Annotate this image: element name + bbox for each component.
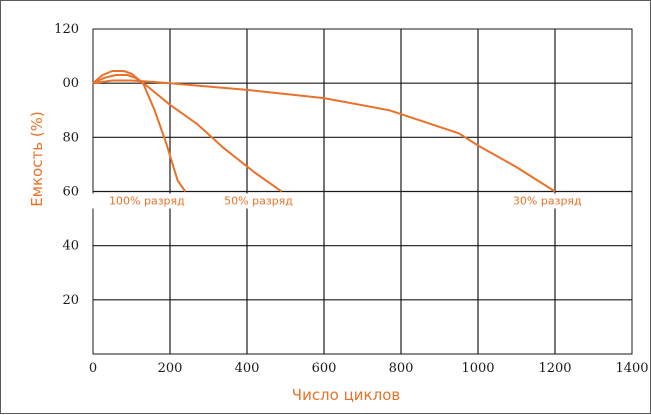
y-tick-label: 20 bbox=[62, 293, 79, 308]
x-axis-ticks: 0 200 400 600 800 1000 1200 1400 bbox=[89, 361, 649, 376]
x-tick-label: 0 bbox=[89, 361, 97, 376]
x-tick-label: 800 bbox=[389, 361, 414, 376]
y-tick-label: 60 bbox=[62, 185, 79, 200]
series-labels: 100% разряд 50% разряд 30% разряд bbox=[90, 193, 604, 209]
series-label: 100% разряд bbox=[109, 195, 185, 208]
series-lines bbox=[92, 70, 556, 193]
x-tick-label: 400 bbox=[235, 361, 260, 376]
x-tick-label: 200 bbox=[158, 361, 183, 376]
y-tick-label: 40 bbox=[62, 239, 79, 254]
series-line bbox=[92, 74, 283, 193]
x-tick-label: 1400 bbox=[615, 361, 648, 376]
y-axis-ticks: 20 40 60 80 00 120 bbox=[54, 22, 79, 308]
x-axis-title: Число циклов bbox=[292, 386, 400, 404]
y-tick-label: 80 bbox=[62, 130, 79, 145]
x-tick-label: 600 bbox=[312, 361, 337, 376]
series-label-background bbox=[491, 193, 604, 209]
x-tick-label: 1000 bbox=[461, 361, 494, 376]
series-label-background bbox=[202, 193, 315, 209]
series-label: 30% разряд bbox=[513, 195, 582, 208]
series-label-background bbox=[90, 193, 203, 209]
y-axis-title: Емкость (%) bbox=[28, 111, 46, 207]
y-tick-label: 120 bbox=[54, 22, 79, 37]
x-tick-label: 1200 bbox=[538, 361, 571, 376]
series-label: 50% разряд bbox=[224, 195, 293, 208]
y-tick-label: 00 bbox=[62, 76, 79, 91]
series-line bbox=[92, 79, 556, 193]
